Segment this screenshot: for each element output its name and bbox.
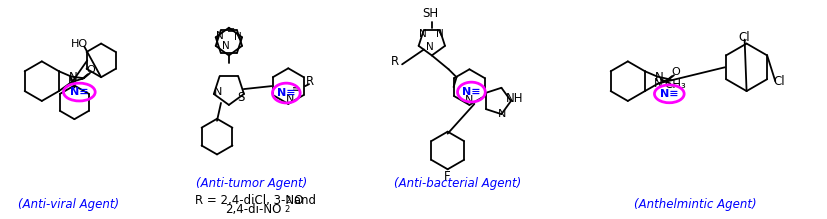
Text: N≡: N≡ [462,87,480,97]
Text: 2,4-di-NO: 2,4-di-NO [226,203,282,216]
Text: N: N [216,31,224,41]
Text: N: N [68,75,77,88]
Text: N: N [426,42,433,51]
Text: N≡: N≡ [70,87,88,97]
Text: N: N [222,41,230,51]
Text: Cl: Cl [773,75,785,88]
Text: (Anti-tumor Agent): (Anti-tumor Agent) [196,177,308,190]
Text: CH₃: CH₃ [664,78,686,91]
Text: S: S [237,90,245,104]
Text: N: N [286,94,294,104]
Text: SH: SH [422,7,437,20]
Text: N: N [419,29,427,39]
Text: N: N [654,78,662,90]
Text: N: N [69,71,78,84]
Text: N: N [466,95,474,105]
Text: (Anti-bacterial Agent): (Anti-bacterial Agent) [394,177,521,190]
Text: ≡: ≡ [292,84,300,94]
Text: N≡: N≡ [660,89,679,99]
Text: R = 2,4-diCl, 3-NO: R = 2,4-diCl, 3-NO [195,194,304,207]
Text: ≡: ≡ [227,25,235,35]
Text: 2: 2 [284,205,289,214]
Text: F: F [444,170,451,183]
Text: and: and [290,194,316,207]
Text: HO: HO [71,39,88,49]
Text: (Anti-viral Agent): (Anti-viral Agent) [18,198,119,211]
Text: O: O [672,67,681,77]
Text: N: N [436,29,443,39]
Text: N: N [214,87,222,97]
Text: NH: NH [506,92,523,106]
Text: N: N [498,109,506,119]
Text: N≡: N≡ [277,88,295,98]
Text: 2: 2 [285,196,290,205]
Text: (Anthelmintic Agent): (Anthelmintic Agent) [633,198,757,211]
Text: O: O [87,65,95,75]
Text: N: N [234,32,241,42]
Text: N: N [655,71,664,84]
Text: Cl: Cl [739,31,750,44]
Text: R: R [306,75,314,88]
Text: R: R [391,55,399,68]
